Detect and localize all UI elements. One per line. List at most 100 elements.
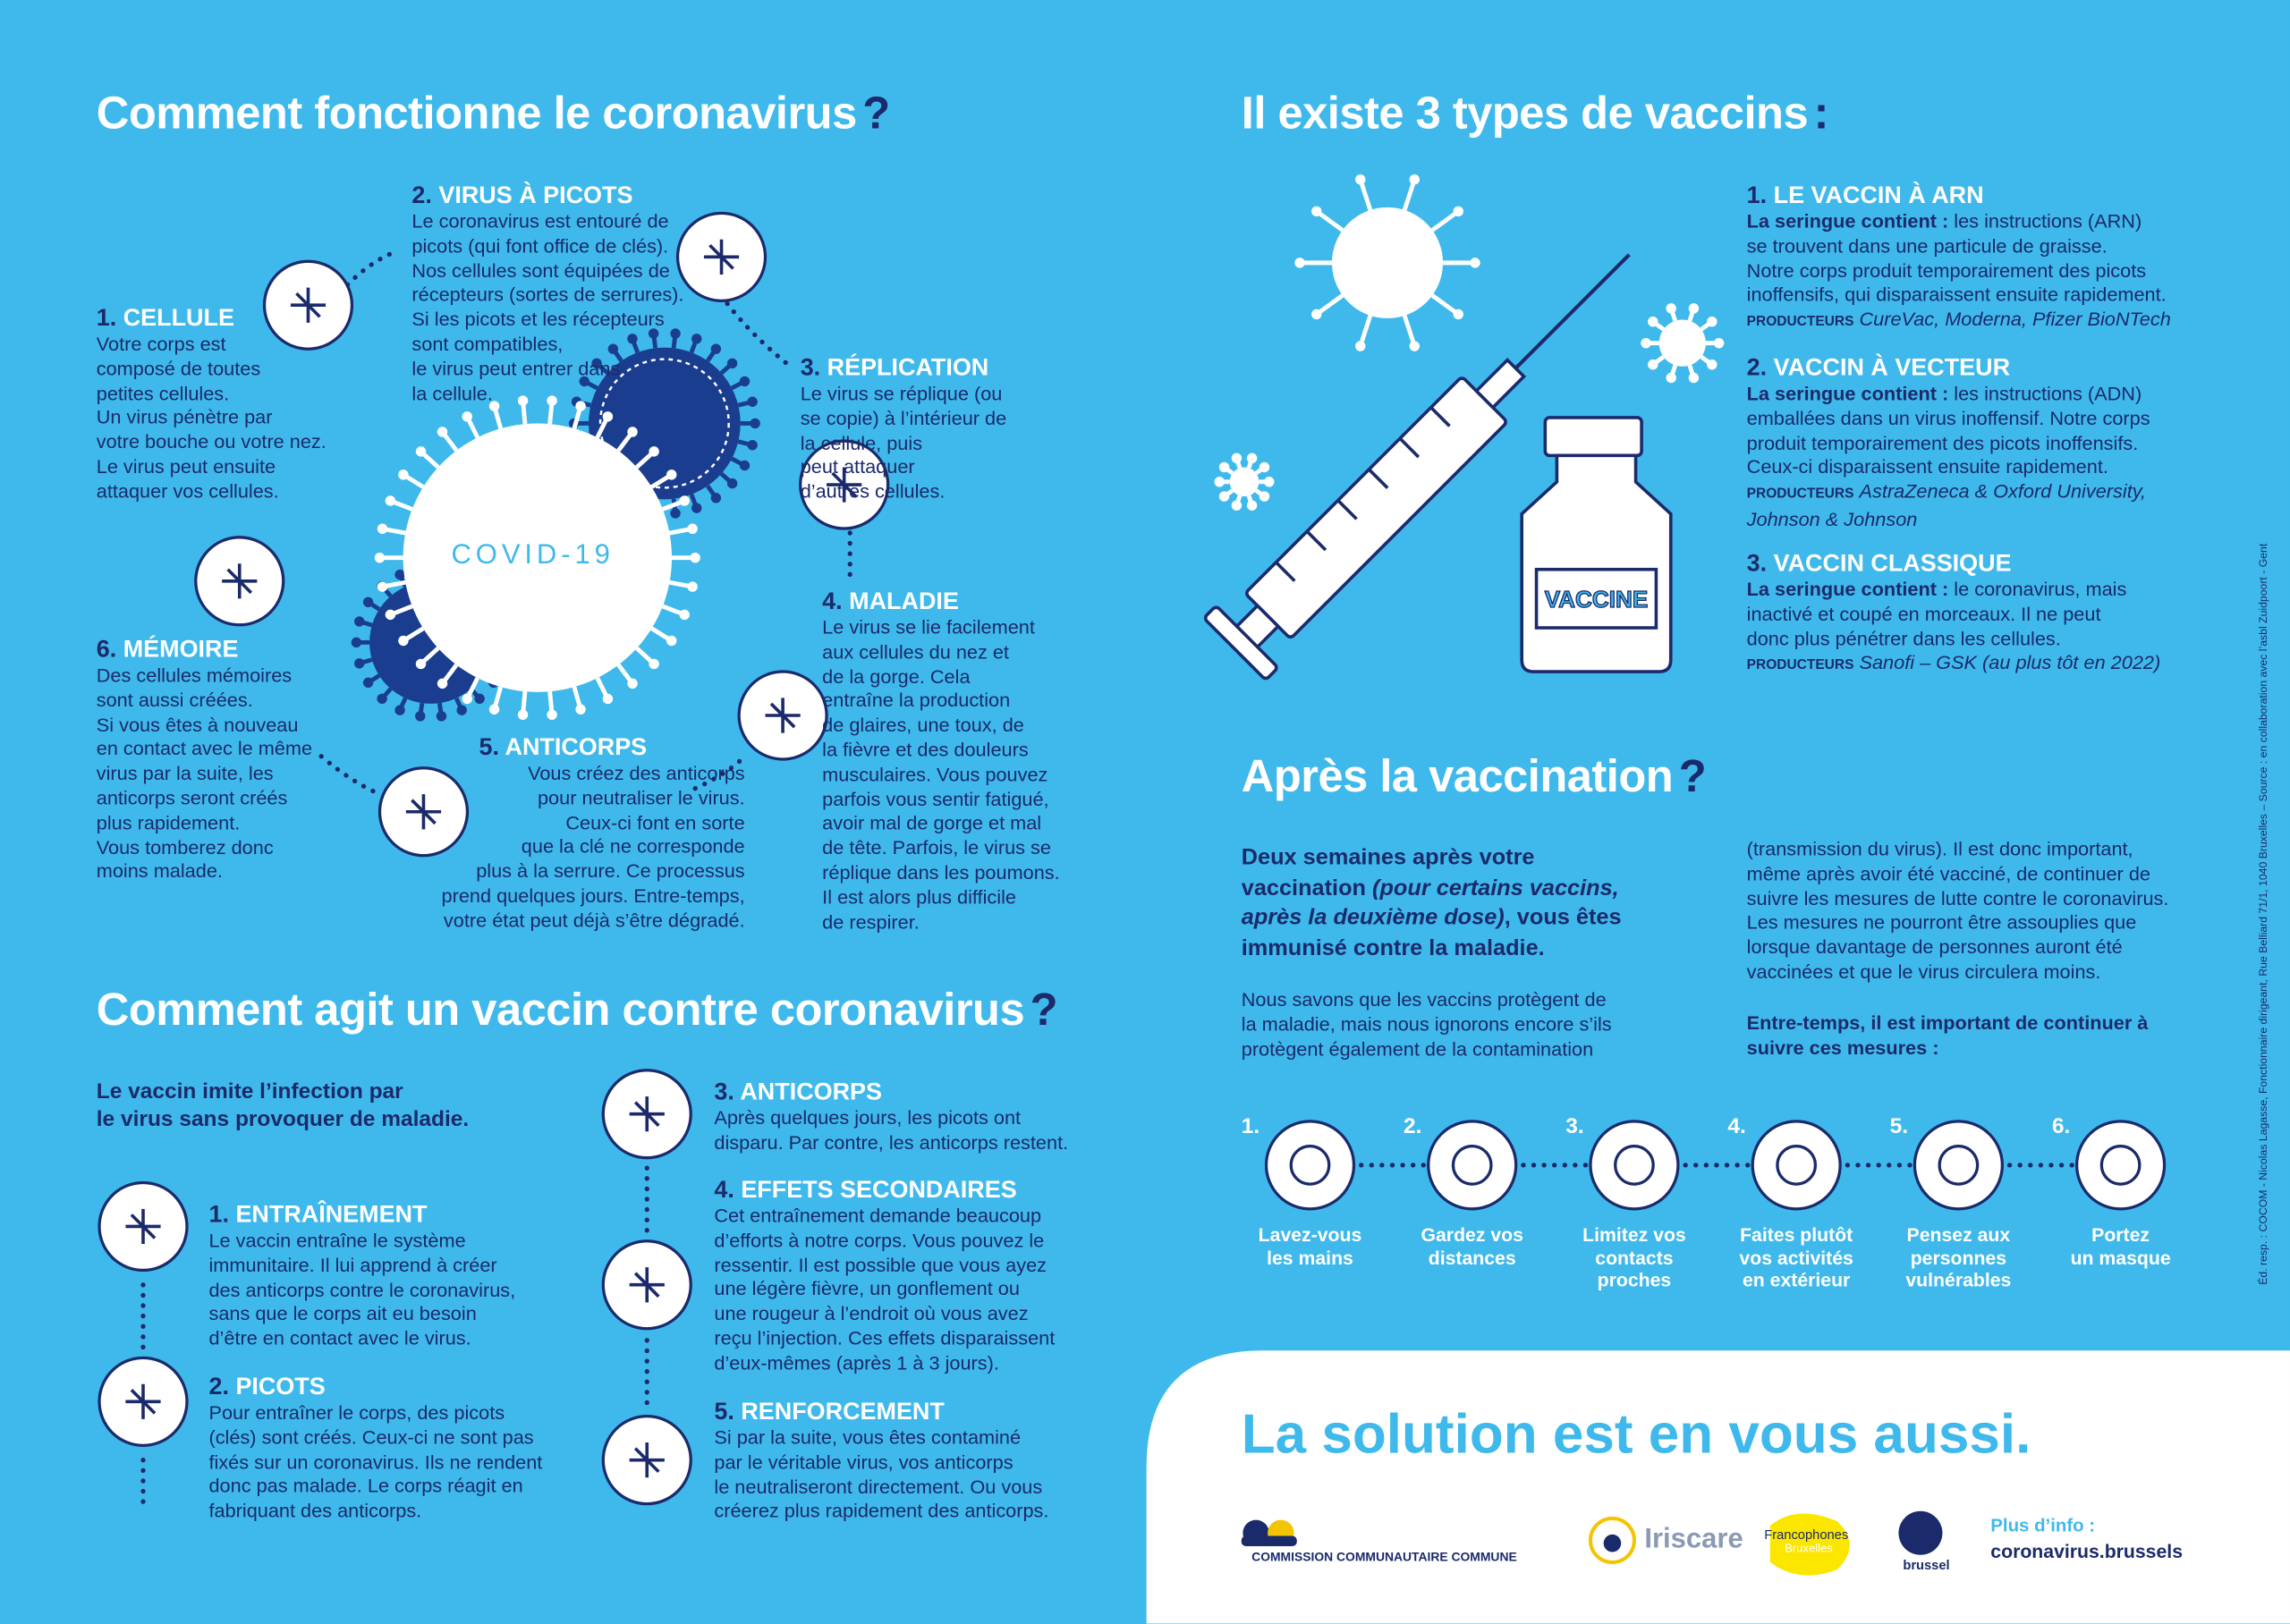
dotted-connectors: [140, 249, 2075, 1514]
text-line: suivre ces mesures :: [1746, 1036, 1939, 1059]
text-line: Nous savons que les vaccins protègent de: [1241, 988, 1607, 1011]
producers: PRODUCTEURS AstraZeneca & Oxford Univers…: [1747, 480, 2150, 508]
text-line: lorsque davantage de personnes auront ét…: [1746, 935, 2123, 959]
spike-tip: [1355, 173, 1366, 185]
text: les instructions (ADN): [1954, 382, 2142, 405]
measure-icon: [1751, 1120, 1842, 1211]
text-line: (clés) sont créés. Ceux-ci ne sont pas: [208, 1425, 534, 1449]
spike-tip: [462, 411, 472, 422]
text-line: Le vaccin entraîne le système: [208, 1229, 466, 1252]
logo-text: COMMISSION COMMUNAUTAIRE COMMUNE: [1251, 1549, 1517, 1564]
step-heading: 2. VACCIN À VECTEUR: [1747, 353, 2150, 383]
text-line: peut attaquer: [800, 456, 915, 478]
step-heading: 5. ANTICORPS: [479, 733, 745, 763]
text-line: Notre corps produit temporairement des p…: [1746, 258, 2147, 282]
text-line: plus rapidement.: [96, 811, 241, 833]
text-line: parfois vous sentir fatigué,: [822, 787, 1049, 810]
spike-tip: [691, 334, 702, 344]
step-heading: 3. RÉPLICATION: [801, 353, 1006, 383]
spike-tip: [351, 637, 362, 648]
spike-tip: [1259, 491, 1270, 502]
text-line: des anticorps contre le coronavirus,: [208, 1278, 516, 1301]
vaccine-type: 2. VACCIN À VECTEUR La seringue contient …: [1747, 353, 2150, 532]
text-line: Il est alors plus difficile: [822, 885, 1016, 909]
measure-label: Faites plutôt vos activités en extérieur: [1716, 1223, 1877, 1291]
spike-tip: [456, 705, 467, 715]
measure-number: 6.: [2051, 1113, 2071, 1139]
spike-tip: [1641, 337, 1651, 349]
text-line: Faites plutôt: [1740, 1223, 1853, 1246]
text-line: moins malade.: [96, 860, 223, 883]
icon-glyph: [2099, 1144, 2142, 1186]
text-line: que la clé ne corresponde: [521, 835, 745, 859]
text-line: sans que le corps ait eu besoin: [208, 1302, 477, 1325]
spike-tip: [437, 678, 448, 689]
spike-tip: [394, 569, 405, 580]
text-line: de la gorge. Cela: [822, 664, 971, 688]
icon-glyph: [703, 239, 740, 275]
producers-label: PRODUCTEURS: [1746, 657, 1854, 674]
spike-tip: [602, 693, 614, 705]
vaccine-type: 1. LE VACCIN À ARN La seringue contient :…: [1747, 181, 2171, 335]
virus-illustration: [351, 173, 1725, 722]
measure-number: 5.: [1889, 1113, 1909, 1139]
legal-notice: Éd. resp. : COCOM - Nicolas Lagasse, Fon…: [2256, 543, 2270, 1285]
spike-tip: [1707, 359, 1718, 370]
virus-body: [1229, 467, 1260, 497]
step-heading: 1. CELLULE: [97, 304, 327, 334]
virus-body: [1658, 319, 1706, 367]
spike-tip: [1218, 491, 1230, 502]
step: 1. CELLULE Votre corps est composé de tout…: [97, 304, 327, 505]
lead: La seringue contient :: [1746, 210, 1949, 233]
step-title: MALADIE: [849, 588, 959, 615]
spike-tip: [575, 401, 586, 411]
icons: [98, 211, 2167, 1506]
text-line: Si les picots et les récepteurs: [411, 308, 665, 331]
spike-tip: [354, 658, 365, 669]
spike-tip: [517, 709, 529, 720]
spike-tip: [377, 581, 388, 592]
spike-tip: [385, 495, 396, 506]
spike-tip: [575, 704, 586, 715]
step-title: ANTICORPS: [740, 1078, 882, 1105]
text-line: sont compatibles,: [411, 333, 564, 355]
step: 5. RENFORCEMENT Si par la suite, vous ête…: [714, 1397, 1048, 1524]
info-label: Plus d’info :: [1990, 1515, 2096, 1536]
text-line: Le virus se réplique (ou: [800, 382, 1003, 405]
text-line: un masque: [2070, 1246, 2171, 1268]
measure-label: Gardez vos distances: [1392, 1223, 1553, 1269]
step-title: MÉMOIRE: [123, 636, 239, 664]
syringe-illustration: [1203, 253, 1673, 681]
spike-tip: [687, 581, 698, 592]
spike: [1430, 209, 1460, 233]
spike-tip: [1264, 477, 1275, 487]
section-title: Comment fonctionne le coronavirus?: [97, 88, 890, 140]
spike-tip: [690, 552, 700, 563]
spike-tip: [488, 704, 500, 715]
text-line: la cellule, puis: [800, 431, 923, 454]
step-heading: 6. MÉMOIRE: [97, 635, 312, 664]
spike-tip: [679, 495, 690, 506]
spike-tip: [415, 658, 427, 670]
spike-tip: [1648, 359, 1658, 370]
text-line: le virus peut entrer dans: [411, 357, 621, 380]
title-mark: ?: [1678, 750, 1707, 802]
step-number: 6.: [96, 636, 117, 664]
text-line: d’efforts à notre corps. Vous pouvez le: [714, 1229, 1045, 1251]
info-url[interactable]: coronavirus.brussels: [1990, 1540, 2183, 1562]
spike-tip: [1294, 258, 1305, 268]
text-line: vaccinées et que le virus circulera moin…: [1746, 960, 2101, 983]
spike-tip: [415, 711, 426, 722]
step-number: 2.: [411, 182, 432, 209]
logo-text: Iriscare: [1644, 1524, 1743, 1555]
spike-tip: [710, 343, 722, 354]
spike: [1315, 293, 1344, 317]
text-line: par le véritable virus, vos anticorps: [714, 1451, 1014, 1474]
text-line: en extérieur: [1742, 1268, 1851, 1291]
step-number: 5.: [479, 734, 499, 761]
text-line: attaquer vos cellules.: [96, 479, 279, 503]
spike-tip: [627, 678, 638, 689]
step-number: 4.: [822, 588, 843, 615]
spike-tip: [726, 358, 738, 369]
